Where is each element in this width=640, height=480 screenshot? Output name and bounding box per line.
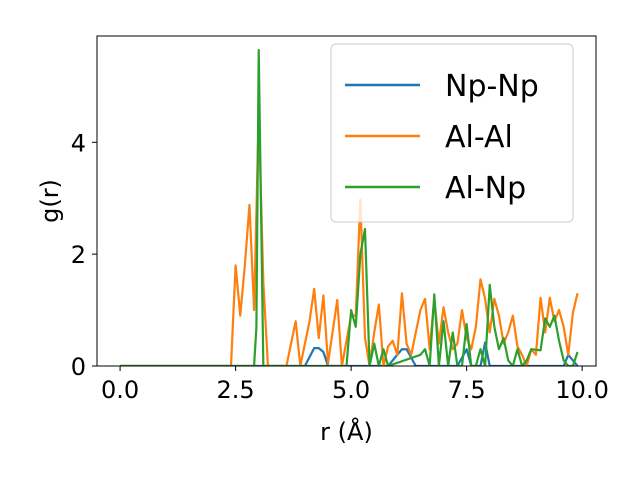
- x-tick-label: 2.5: [217, 376, 255, 404]
- x-tick-label: 7.5: [448, 376, 486, 404]
- y-axis-label: g(r): [36, 179, 64, 223]
- series-line-al-np: [120, 48, 579, 366]
- plot-frame: [96, 35, 597, 367]
- series-line-np-np: [120, 341, 579, 366]
- x-tick-label: 0.0: [101, 376, 139, 404]
- plot-area: [120, 48, 579, 366]
- x-tick-label: 5.0: [332, 376, 370, 404]
- legend-box: [330, 43, 574, 223]
- x-axis-label: r (Å): [320, 417, 373, 446]
- x-axis: 0.0 2.5 5.0 7.5 10.0: [101, 366, 609, 404]
- y-axis: 0 2 4: [71, 129, 97, 381]
- legend: Np-Np Al-Al Al-Np: [330, 43, 574, 223]
- y-tick-label: 4: [71, 129, 86, 157]
- y-tick-label: 2: [71, 241, 86, 269]
- legend-label: Al-Al: [445, 120, 513, 155]
- x-tick-label: 10.0: [555, 376, 608, 404]
- legend-label: Al-Np: [445, 171, 526, 206]
- legend-label: Np-Np: [445, 69, 539, 104]
- y-tick-label: 0: [71, 353, 86, 381]
